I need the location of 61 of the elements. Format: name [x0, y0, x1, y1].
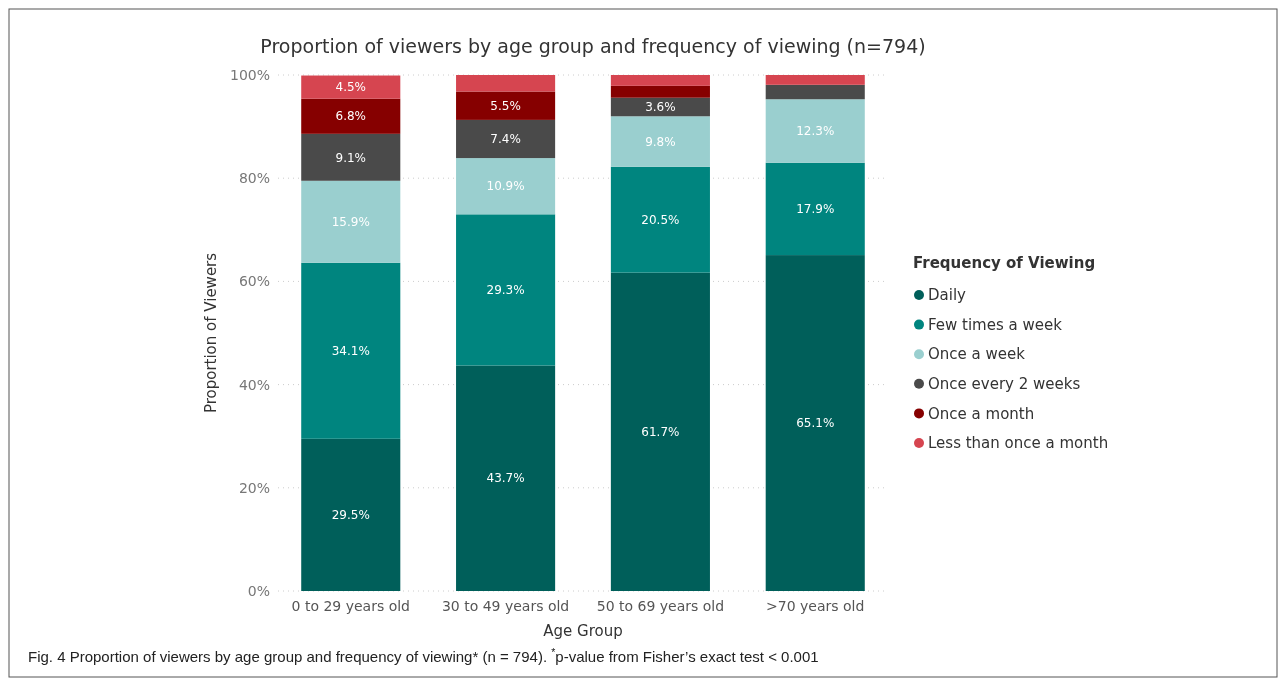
data-label: 65.1%	[796, 416, 835, 431]
legend-title: Frequency of Viewing	[913, 254, 1096, 272]
bar	[765, 75, 865, 85]
data-label: 5.5%	[490, 98, 521, 113]
x-tick-label: 0 to 29 years old	[291, 598, 410, 614]
bar	[765, 99, 865, 163]
bar	[610, 166, 710, 273]
bar	[765, 255, 865, 591]
data-label: 43.7%	[486, 471, 525, 486]
y-tick-label: 100%	[229, 66, 270, 83]
data-label: 9.8%	[645, 134, 676, 149]
bar	[301, 75, 401, 99]
bar	[610, 85, 710, 98]
y-tick-label: 80%	[238, 170, 270, 187]
bar	[301, 98, 401, 134]
bar	[610, 116, 710, 167]
bar	[610, 75, 710, 86]
legend-label: Few times a week	[928, 315, 1063, 334]
legend-label: Once a week	[928, 345, 1026, 364]
caption: Fig. 4 Proportion of viewers by age group and frequency of viewing* (n = 794). $^{*}$p-value from Fisher’s exact test < 0.001	[28, 646, 819, 665]
data-label: 17.9%	[796, 202, 835, 217]
bar	[765, 84, 865, 100]
data-label: 7.4%	[490, 132, 521, 147]
data-label: 10.9%	[486, 179, 525, 194]
chart-title: Proportion of viewers by age group and frequency of viewing (n=794)	[260, 35, 926, 57]
legend-label: Less than once a month	[928, 434, 1109, 453]
data-label: 61.7%	[641, 425, 680, 440]
y-tick-label: 20%	[238, 479, 270, 496]
bar	[456, 158, 556, 215]
bar	[456, 119, 556, 159]
bar	[765, 162, 865, 256]
data-label: 29.3%	[486, 283, 525, 298]
bar	[301, 133, 401, 181]
bar	[301, 438, 401, 591]
x-tick-label: >70 years old	[766, 598, 865, 614]
legend-label: Once a month	[928, 404, 1035, 423]
x-tick-label: 30 to 49 years old	[441, 598, 570, 614]
data-label: 4.5%	[335, 80, 367, 95]
data-label: 3.6%	[645, 100, 676, 115]
legend-label: Once every 2 weeks	[928, 375, 1081, 394]
data-label: 6.8%	[335, 109, 367, 124]
data-label: 34.1%	[331, 344, 370, 358]
x-axis-title: Age Group	[543, 622, 623, 640]
legend-label: Daily	[928, 286, 967, 305]
y-tick-label: 0%	[247, 582, 270, 599]
data-label: 20.5%	[641, 212, 680, 227]
data-label: 15.9%	[331, 215, 370, 229]
x-tick-label: 50 to 69 years old	[596, 598, 725, 614]
y-tick-label: 40%	[238, 376, 270, 393]
bar	[610, 272, 710, 591]
bar	[456, 365, 556, 591]
data-label: 29.5%	[331, 508, 370, 523]
bar	[456, 214, 556, 366]
y-axis-title: Proportion of Viewers	[202, 252, 220, 414]
y-tick-label: 60%	[238, 273, 270, 290]
bar	[301, 262, 401, 439]
data-label: 9.1%	[335, 150, 367, 165]
bar	[456, 75, 556, 92]
bar	[456, 91, 556, 120]
data-label: 12.3%	[796, 124, 835, 139]
bar	[301, 180, 401, 263]
